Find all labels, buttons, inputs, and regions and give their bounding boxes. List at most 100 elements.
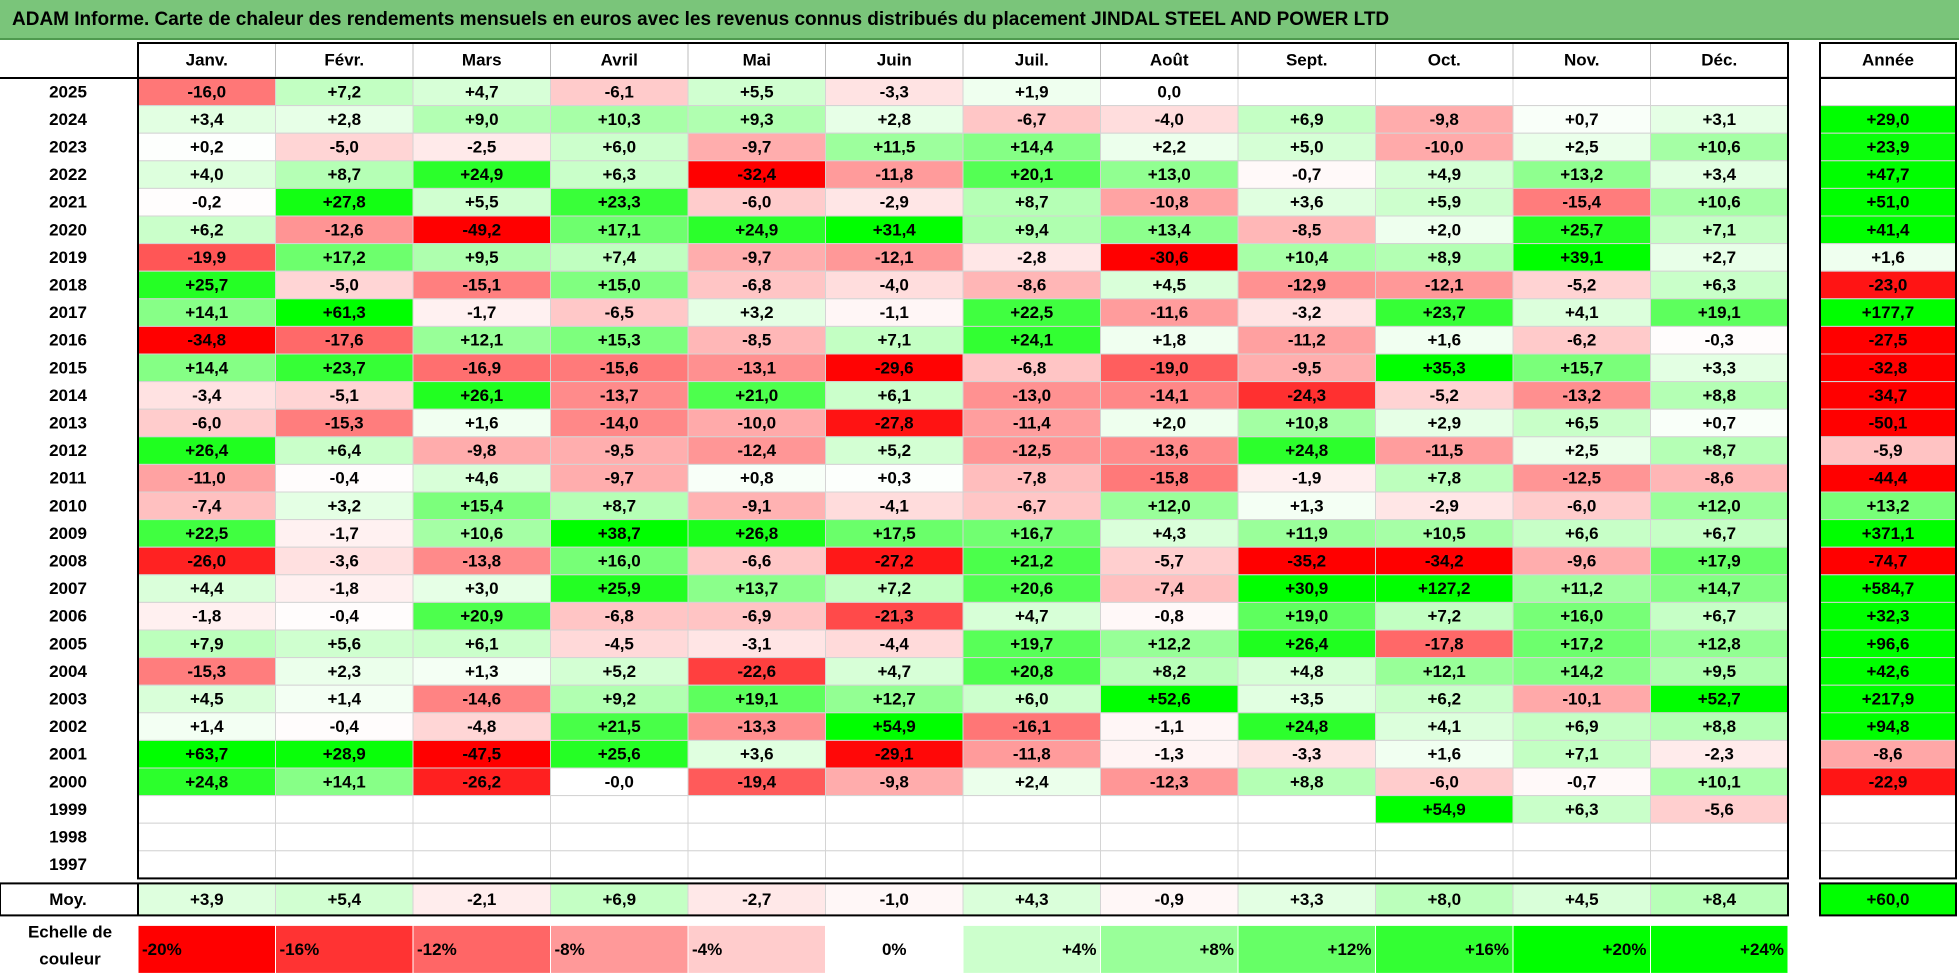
average-cell: [1650, 882, 1789, 916]
year-label: 2017: [49, 303, 87, 322]
cell-value: +35,3: [1423, 358, 1466, 377]
heatmap-cell: [1512, 132, 1651, 162]
average-cell: [412, 882, 551, 916]
cell-value: +9,0: [465, 110, 499, 129]
cell-value: +14,4: [1010, 138, 1054, 157]
heatmap-cell: [275, 850, 414, 879]
heatmap-cell: [275, 215, 414, 245]
cell-value: +6,5: [1565, 414, 1599, 433]
scale-swatch: [1512, 924, 1651, 974]
cell-value: -15,8: [1150, 469, 1189, 488]
cell-value: +10,4: [1285, 248, 1329, 267]
heatmap-cell: [687, 795, 826, 824]
year-label: 2011: [50, 469, 87, 488]
heatmap-cell: [412, 629, 551, 659]
cell-value: +10,3: [598, 110, 641, 129]
cell-value: -2,9: [880, 193, 909, 212]
cell-value: +0,8: [740, 469, 774, 488]
heatmap-cell: [962, 739, 1101, 769]
scale-step-label: +24%: [1740, 940, 1784, 959]
cell-value: -14,1: [1150, 386, 1189, 405]
cell-value: +3,0: [465, 579, 499, 598]
cell-value: +7,2: [327, 82, 361, 101]
cell-value: +2,5: [1565, 441, 1599, 460]
heatmap-cell: [412, 325, 551, 355]
cell-value: +15,3: [598, 331, 641, 350]
cell-value: +6,6: [1565, 524, 1599, 543]
heatmap-cell: [275, 160, 414, 189]
heatmap-cell: [550, 215, 689, 245]
scale-swatch: [825, 924, 964, 974]
average-label: Moy.: [49, 890, 86, 909]
cell-value: -15,3: [325, 414, 364, 433]
cell-value: +26,4: [185, 441, 229, 460]
cell-value: +21,0: [735, 386, 778, 405]
heatmap-cell: [962, 684, 1101, 714]
cell-value: -3,1: [742, 634, 771, 653]
heatmap-cell: [550, 77, 689, 107]
year-label: 2015: [49, 358, 87, 377]
heatmap-cell: [550, 381, 689, 410]
heatmap-cell: [962, 850, 1101, 879]
heatmap-cell: [137, 546, 276, 576]
cell-value: -34,8: [187, 331, 226, 350]
cell-value: +6,9: [1290, 110, 1324, 129]
annual-cell: [1819, 187, 1957, 217]
heatmap-cell: [137, 767, 276, 797]
heatmap-cell: [275, 381, 414, 410]
cell-value: -34,2: [1425, 552, 1464, 571]
cell-value: +6,3: [1702, 276, 1736, 295]
heatmap-cell: [1650, 822, 1789, 852]
cell-value: +1,8: [1152, 331, 1186, 350]
cell-value: -12,1: [1425, 276, 1464, 295]
scale-step-label: +12%: [1328, 940, 1372, 959]
cell-value: -19,4: [737, 772, 776, 791]
cell-value: -16,9: [462, 358, 501, 377]
heatmap-cell: [1100, 795, 1239, 824]
heatmap-cell: [962, 187, 1101, 217]
cell-value: +9,5: [465, 248, 499, 267]
scale-swatch: [275, 924, 414, 974]
cell-value: +9,2: [602, 690, 636, 709]
cell-value: -14,0: [600, 414, 639, 433]
cell-value: +15,0: [598, 276, 641, 295]
heatmap-cell: [1237, 408, 1376, 438]
cell-value: +5,5: [465, 193, 499, 212]
cell-value: -30,6: [1150, 248, 1189, 267]
cell-value: +12,8: [1698, 634, 1741, 653]
cell-value: +2,7: [1702, 248, 1736, 267]
heatmap-cell: [1650, 574, 1789, 603]
heatmap-cell: [1375, 325, 1514, 355]
cell-value: +10,6: [460, 524, 503, 543]
average-value: +5,4: [327, 890, 361, 909]
cell-value: +2,3: [327, 662, 361, 681]
heatmap-cell: [1650, 519, 1789, 548]
scale-step-label: 0%: [882, 940, 907, 959]
cell-value: -9,7: [742, 248, 771, 267]
heatmap-cell: [137, 160, 276, 189]
cell-value: -0,2: [192, 193, 221, 212]
cell-value: +11,2: [1561, 579, 1603, 598]
heatmap-cell: [825, 822, 964, 852]
heatmap-cell: [825, 546, 964, 576]
cell-value: +1,4: [190, 717, 224, 736]
heatmap-cell: [412, 574, 551, 603]
annual-cell: [1819, 684, 1957, 714]
cell-value: -9,8: [880, 772, 909, 791]
heatmap-cell: [412, 822, 551, 852]
heatmap-cell: [1650, 739, 1789, 769]
cell-value: +24,9: [735, 220, 778, 239]
heatmap-cell: [1237, 436, 1376, 465]
cell-value: +2,0: [1152, 414, 1186, 433]
heatmap-cell: [412, 298, 551, 327]
annual-value: -32,8: [1869, 358, 1908, 377]
cell-value: -1,7: [467, 303, 496, 322]
cell-value: +1,6: [1427, 745, 1461, 764]
heatmap-cell: [1650, 187, 1789, 217]
average-cell: [1375, 882, 1514, 916]
year-label: 2007: [49, 579, 87, 598]
heatmap-cell: [412, 160, 551, 189]
annual-cell: [1819, 77, 1957, 107]
cell-value: +0,7: [1565, 110, 1599, 129]
cell-value: +4,6: [465, 469, 499, 488]
